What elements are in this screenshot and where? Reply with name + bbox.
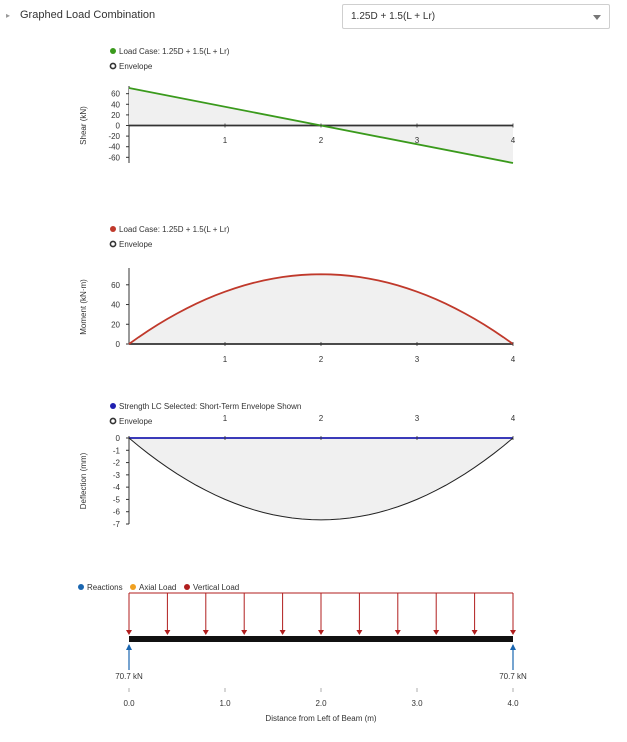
beam	[129, 636, 513, 642]
load-x-tick-label-1: 1.0	[219, 699, 231, 708]
chart3-x-tick-label-3: 4	[511, 414, 516, 423]
chart1-y-tick-label-0: 60	[111, 90, 120, 99]
load-x-tick-label-2: 2.0	[315, 699, 327, 708]
load-arrowhead-2	[202, 630, 209, 635]
load-legend-dot-0	[78, 584, 84, 590]
chart1-y-tick-label-2: 20	[111, 111, 120, 120]
chart2-legend-label-0: Load Case: 1.25D + 1.5(L + Lr)	[119, 225, 230, 234]
load-legend-label-0: Reactions	[87, 583, 123, 592]
load-arrowhead-0	[126, 630, 132, 635]
load-x-tick-label-4: 4.0	[507, 699, 519, 708]
chart2-x-tick-label-3: 4	[511, 355, 516, 364]
load-arrowhead-5	[318, 630, 324, 635]
chart3-legend-label-0: Strength LC Selected: Short-Term Envelop…	[119, 402, 301, 411]
chart3-x-tick-label-2: 3	[415, 414, 420, 423]
load-legend-label-1: Axial Load	[139, 583, 176, 592]
chart3-y-label: Deflection (mm)	[79, 452, 88, 509]
chart2-y-tick-label-0: 60	[111, 281, 120, 290]
chart2-y-tick-label-2: 20	[111, 320, 120, 329]
chart1-legend-dot-0	[110, 48, 116, 54]
chart1-y-label: Shear (kN)	[79, 106, 88, 145]
chart3-y-tick-label-2: -2	[113, 459, 121, 468]
chart3-x-tick-label-0: 1	[223, 414, 228, 423]
load-arrowhead-1	[164, 630, 171, 635]
chart2-x-tick-label-2: 3	[415, 355, 420, 364]
chart1-y-tick-label-4: -20	[108, 132, 120, 141]
chevron-down-icon	[593, 15, 601, 20]
load-arrowhead-4	[279, 630, 286, 635]
chart2-series-line	[128, 273, 514, 345]
load-arrowhead-8	[433, 630, 440, 635]
load-legend-dot-1	[130, 584, 136, 590]
load-x-tick-label-0: 0.0	[123, 699, 135, 708]
chart3-x-tick-label-1: 2	[319, 414, 324, 423]
caret-right-icon: ▸	[6, 10, 11, 20]
chart1-legend-label-0: Load Case: 1.25D + 1.5(L + Lr)	[119, 47, 230, 56]
chart3-y-tick-label-6: -6	[113, 508, 121, 517]
load-x-label: Distance from Left of Beam (m)	[265, 714, 376, 723]
load-x-tick-label-3: 3.0	[411, 699, 423, 708]
chart1-y-tick-label-5: -40	[108, 143, 120, 152]
graph-header: ▸ Graphed Load Combination 1.25D + 1.5(L…	[0, 0, 627, 36]
chart2-legend-label-1: Envelope	[119, 240, 153, 249]
chart2-y-tick-label-3: 0	[116, 340, 121, 349]
chart3-y-tick-label-0: 0	[116, 434, 121, 443]
chart1-envelope-ring-icon	[109, 62, 117, 70]
load-legend-label-2: Vertical Load	[193, 583, 239, 592]
chart2-y-label: Moment (kN·m)	[79, 279, 88, 335]
chart2-x-tick-label-1: 2	[319, 355, 324, 364]
load-legend-dot-2	[184, 584, 190, 590]
chart1-y-tick-label-6: -60	[108, 153, 120, 162]
load-arrowhead-3	[241, 630, 248, 635]
load-arrowhead-6	[356, 630, 363, 635]
chart1-y-tick-label-3: 0	[116, 122, 121, 131]
chart1-y-tick-label-1: 40	[111, 100, 120, 109]
chart2-x-tick-label-0: 1	[223, 355, 228, 364]
chart3-envelope-ring-icon	[109, 417, 117, 425]
chart3-legend-label-1: Envelope	[119, 417, 153, 426]
reaction-label-0: 70.7 kN	[115, 672, 143, 681]
chart2-y-tick-label-1: 40	[111, 301, 120, 310]
graphed-load-title: Graphed Load Combination	[20, 9, 156, 21]
chart3-area-fill	[129, 438, 513, 520]
chart1-legend-label-1: Envelope	[119, 62, 153, 71]
reaction-label-1: 70.7 kN	[499, 672, 527, 681]
chart2-legend-dot-0	[110, 226, 116, 232]
chart1-x-tick-label-3: 4	[511, 136, 516, 145]
load-combination-value: 1.25D + 1.5(L + Lr)	[351, 11, 436, 22]
chart1-x-tick-label-1: 2	[319, 136, 324, 145]
chart3-y-tick-label-3: -3	[113, 471, 121, 480]
chart3-y-tick-label-1: -1	[113, 446, 121, 455]
chart1-x-tick-label-0: 1	[223, 136, 228, 145]
chart3-legend-dot-0	[110, 403, 116, 409]
reaction-arrowhead-0	[126, 644, 132, 650]
chart3-y-tick-label-7: -7	[113, 520, 121, 529]
load-arrowhead-7	[394, 630, 401, 635]
load-arrowhead-10	[510, 630, 516, 635]
graphed-load-toggle[interactable]: ▸ Graphed Load Combination	[6, 9, 155, 21]
chart3-series-line	[128, 437, 514, 521]
chart2-envelope-ring-icon	[109, 240, 117, 248]
chart1-x-tick-label-2: 3	[415, 136, 420, 145]
chart3-y-tick-label-5: -5	[113, 495, 121, 504]
chart3-y-tick-label-4: -4	[113, 483, 121, 492]
load-combination-select[interactable]: 1.25D + 1.5(L + Lr)	[342, 4, 610, 29]
load-arrowhead-9	[471, 630, 478, 635]
reaction-arrowhead-1	[510, 644, 516, 650]
